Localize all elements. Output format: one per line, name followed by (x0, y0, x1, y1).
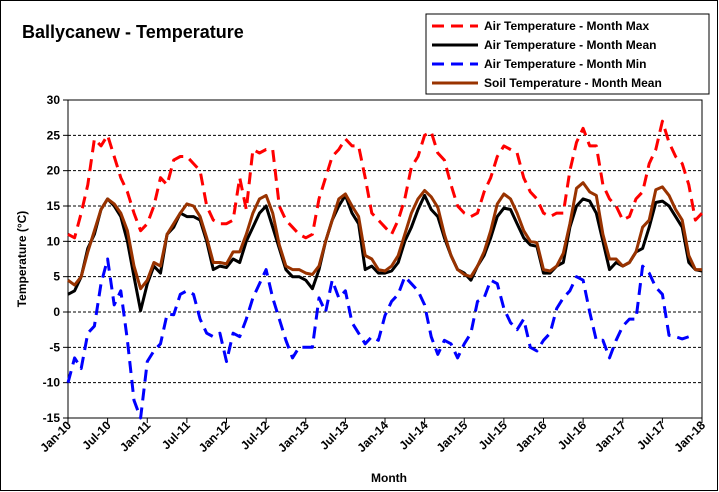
legend-label-3: Soil Temperature - Month Mean (484, 76, 662, 90)
y-tick-label: 5 (53, 270, 60, 284)
legend-label-2: Air Temperature - Month Min (484, 57, 646, 71)
series-line-3 (67, 181, 702, 291)
x-axis-title: Month (371, 471, 407, 485)
y-tick-label: 10 (47, 234, 61, 248)
y-tick-label: 20 (47, 164, 61, 178)
y-tick-label: 0 (53, 305, 60, 319)
y-tick-label: -10 (43, 376, 61, 390)
chart-title: Ballycanew - Temperature (22, 22, 244, 42)
series-line-1 (67, 193, 703, 313)
y-axis: -15 -10 -5 0 5 10 15 20 25 30 (43, 93, 68, 425)
y-tick-label: 25 (47, 128, 61, 142)
y-tick-label: 15 (47, 199, 61, 213)
y-axis-title: Temperature (°C) (15, 211, 29, 308)
legend-label-0: Air Temperature - Month Max (484, 19, 649, 33)
y-tick-label: 30 (47, 93, 61, 107)
series-line-2 (66, 257, 690, 420)
legend: Air Temperature - Month Max Air Temperatu… (425, 13, 710, 95)
series-line-0 (67, 119, 704, 240)
legend-label-1: Air Temperature - Month Mean (484, 38, 656, 52)
plot-area (67, 99, 703, 419)
y-tick-label: -5 (49, 340, 60, 354)
y-tick-label: -15 (43, 411, 61, 425)
series-lines (66, 119, 704, 420)
